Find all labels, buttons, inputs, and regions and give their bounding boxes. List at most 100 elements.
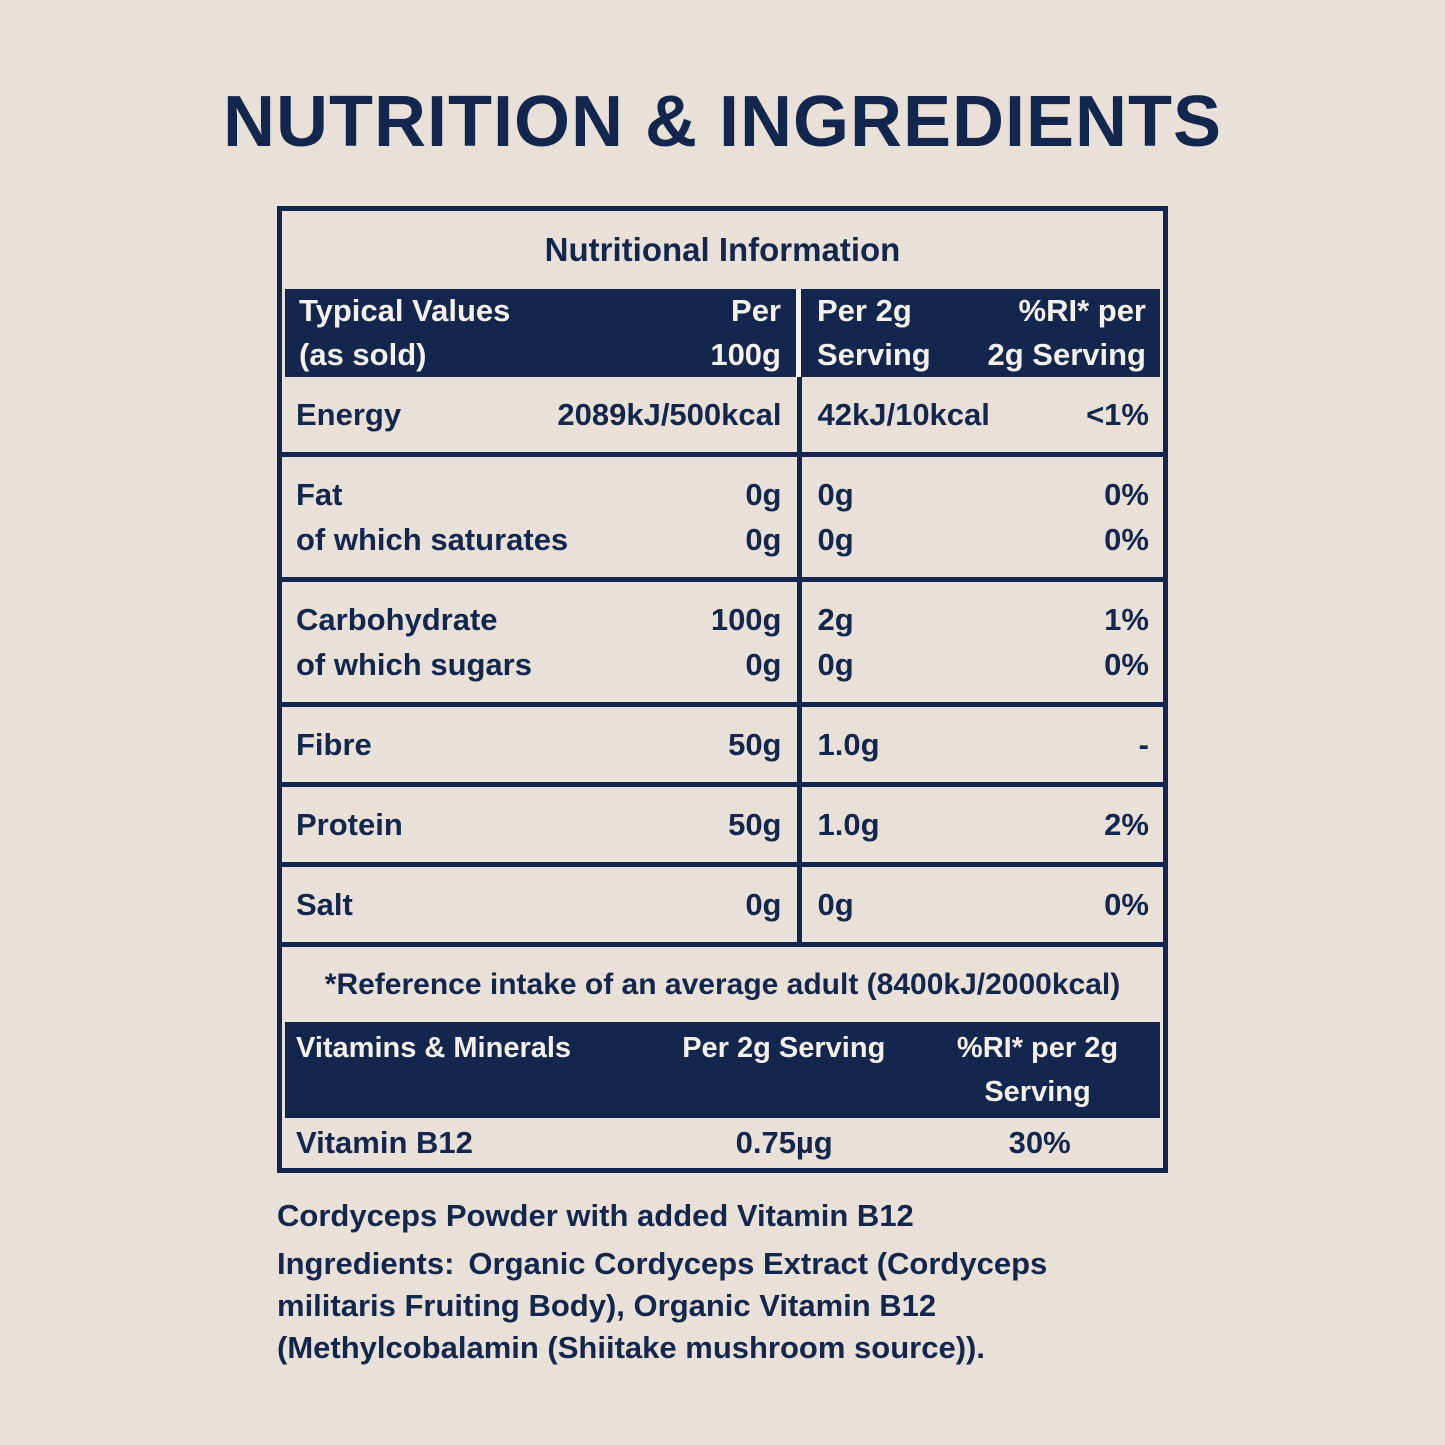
- header-ri-per-2g: %RI* per 2g Serving: [988, 289, 1147, 377]
- protein-serving-value: 1.0g: [817, 807, 880, 842]
- nutrient-row-energy: Energy 2089kJ/500kcal 42kJ/10kcal <1%: [282, 377, 1163, 452]
- sugars-ri-value: 0%: [1104, 647, 1149, 682]
- saturates-line: of which saturates 0g: [282, 517, 797, 562]
- energy-per100-value: 2089kJ/500kcal: [557, 397, 782, 432]
- energy-left-cell: Energy 2089kJ/500kcal: [282, 377, 797, 452]
- sugars-per100-value: 0g: [745, 647, 782, 682]
- carbohydrate-serving-line: 2g 1%: [802, 597, 1163, 642]
- header-typical-values: Typical Values (as sold): [299, 289, 510, 377]
- carbohydrate-label: Carbohydrate: [296, 602, 498, 637]
- fat-serving-line: 0g 0%: [802, 472, 1163, 517]
- header-per-2g-line1: Per 2g: [817, 293, 912, 328]
- saturates-serving-value: 0g: [817, 522, 854, 557]
- salt-label: Salt: [296, 887, 353, 922]
- fibre-per100-value: 50g: [728, 727, 782, 762]
- carbohydrate-left-cell: Carbohydrate 100g of which sugars 0g: [282, 582, 797, 702]
- carbohydrate-line: Carbohydrate 100g: [282, 597, 797, 642]
- salt-ri-value: 0%: [1104, 887, 1149, 922]
- salt-left-cell: Salt 0g: [282, 867, 797, 942]
- energy-line: Energy 2089kJ/500kcal: [282, 392, 797, 437]
- vitamin-b12-per-serving-value: 0.75µg: [735, 1125, 833, 1160]
- sugars-line: of which sugars 0g: [282, 642, 797, 687]
- protein-left-cell: Protein 50g: [282, 787, 797, 862]
- carbohydrate-right-cell: 2g 1% 0g 0%: [796, 582, 1163, 702]
- nutrition-table: Nutritional Information Typical Values (…: [277, 206, 1168, 1173]
- header-per-100g-line2: 100g: [710, 337, 781, 372]
- protein-ri-value: 2%: [1104, 807, 1149, 842]
- energy-label: Energy: [296, 397, 402, 432]
- carbohydrate-per100-value: 100g: [710, 602, 782, 637]
- salt-serving-value: 0g: [817, 887, 854, 922]
- protein-serving-line: 1.0g 2%: [802, 802, 1163, 847]
- fat-right-cell: 0g 0% 0g 0%: [796, 457, 1163, 577]
- header-ri-line2: 2g Serving: [987, 337, 1147, 372]
- fat-label: Fat: [296, 477, 343, 512]
- fat-per100-value: 0g: [745, 477, 782, 512]
- protein-right-cell: 1.0g 2%: [796, 787, 1163, 862]
- vitamins-header-ri: %RI* per 2g Serving: [956, 1032, 1119, 1108]
- ingredients-text: Organic Cordyceps Extract (Cordyceps mil…: [277, 1246, 1048, 1365]
- header-left-section: Typical Values (as sold) Per 100g: [285, 289, 796, 377]
- saturates-label: of which saturates: [296, 522, 569, 557]
- header-per-100g: Per 100g: [710, 289, 781, 377]
- energy-serving-value: 42kJ/10kcal: [817, 397, 990, 432]
- fibre-serving-value: 1.0g: [817, 727, 880, 762]
- salt-serving-line: 0g 0%: [802, 882, 1163, 927]
- nutrient-row-fat: Fat 0g of which saturates 0g 0g 0% 0g: [282, 452, 1163, 577]
- saturates-per100-value: 0g: [745, 522, 782, 557]
- carbohydrate-serving-value: 2g: [817, 602, 854, 637]
- energy-ri-value: <1%: [1086, 397, 1149, 432]
- label-footer: Cordyceps Powder with added Vitamin B12 …: [277, 1195, 1168, 1369]
- vitamins-header-band: Vitamins & Minerals Per 2g Serving %RI* …: [285, 1022, 1160, 1118]
- sugars-serving-line: 0g 0%: [802, 642, 1163, 687]
- fibre-serving-line: 1.0g -: [802, 722, 1163, 767]
- fat-ri-value: 0%: [1104, 477, 1149, 512]
- protein-line: Protein 50g: [282, 802, 797, 847]
- nutrient-row-protein: Protein 50g 1.0g 2%: [282, 782, 1163, 862]
- fibre-ri-value: -: [1138, 727, 1149, 762]
- carbohydrate-ri-value: 1%: [1104, 602, 1149, 637]
- nutrient-row-fibre: Fibre 50g 1.0g -: [282, 702, 1163, 782]
- ingredients-label: Ingredients:: [277, 1246, 455, 1281]
- vitamin-b12-label: Vitamin B12: [296, 1125, 473, 1160]
- table-title: Nutritional Information: [544, 231, 901, 268]
- salt-per100-value: 0g: [745, 887, 782, 922]
- product-description: Cordyceps Powder with added Vitamin B12: [277, 1198, 914, 1233]
- ingredients-paragraph: Ingredients: Organic Cordyceps Extract (C…: [277, 1243, 1157, 1369]
- header-per-2g-serving: Per 2g Serving: [817, 289, 931, 377]
- header-per-2g-line2: Serving: [817, 337, 931, 372]
- header-typical-values-line1: Typical Values: [299, 293, 511, 328]
- nutrient-row-carbohydrate: Carbohydrate 100g of which sugars 0g 2g …: [282, 577, 1163, 702]
- nutrient-row-salt: Salt 0g 0g 0%: [282, 862, 1163, 942]
- header-right-section: Per 2g Serving %RI* per 2g Serving: [796, 289, 1160, 377]
- vitamin-b12-ri-value: 30%: [1008, 1125, 1071, 1160]
- label-content: Nutritional Information Typical Values (…: [277, 206, 1168, 1369]
- saturates-ri-value: 0%: [1104, 522, 1149, 557]
- sugars-serving-value: 0g: [817, 647, 854, 682]
- energy-serving-line: 42kJ/10kcal <1%: [802, 392, 1163, 437]
- fat-left-cell: Fat 0g of which saturates 0g: [282, 457, 797, 577]
- saturates-serving-line: 0g 0%: [802, 517, 1163, 562]
- vitamin-b12-row: Vitamin B12 0.75µg 30%: [282, 1118, 1163, 1168]
- fibre-left-cell: Fibre 50g: [282, 707, 797, 782]
- header-per-100g-line1: Per: [731, 293, 781, 328]
- reference-intake-note: *Reference intake of an average adult (8…: [282, 942, 1163, 1022]
- page-title: NUTRITION & INGREDIENTS: [222, 82, 1222, 162]
- salt-right-cell: 0g 0%: [796, 867, 1163, 942]
- table-header-band: Typical Values (as sold) Per 100g Per 2g…: [285, 289, 1160, 377]
- salt-line: Salt 0g: [282, 882, 797, 927]
- protein-label: Protein: [296, 807, 403, 842]
- energy-right-cell: 42kJ/10kcal <1%: [796, 377, 1163, 452]
- header-typical-values-line2: (as sold): [299, 337, 427, 372]
- fibre-label: Fibre: [296, 727, 372, 762]
- fat-serving-value: 0g: [817, 477, 854, 512]
- header-ri-line1: %RI* per: [1018, 293, 1146, 328]
- fibre-right-cell: 1.0g -: [796, 707, 1163, 782]
- sugars-label: of which sugars: [296, 647, 532, 682]
- fibre-line: Fibre 50g: [282, 722, 797, 767]
- protein-per100-value: 50g: [728, 807, 782, 842]
- vitamins-header-label: Vitamins & Minerals: [296, 1032, 572, 1064]
- fat-line: Fat 0g: [282, 472, 797, 517]
- vitamins-header-per-2g: Per 2g Serving: [682, 1032, 886, 1064]
